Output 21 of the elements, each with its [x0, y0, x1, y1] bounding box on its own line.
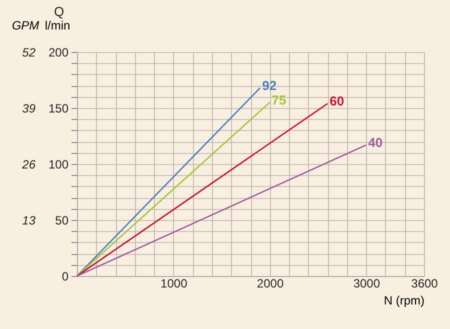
y2-tick-label: 39 [22, 102, 36, 116]
series-label: 40 [368, 134, 383, 150]
y2-tick-label: 26 [21, 158, 36, 172]
series-label: 75 [272, 92, 286, 108]
series-label: 60 [330, 94, 344, 109]
y-tick-label: 100 [48, 158, 69, 172]
y-tick-label: 200 [48, 46, 69, 60]
x-tick-label: 3600 [411, 276, 438, 290]
x-tick-label: 1000 [160, 276, 188, 290]
series-label: 92 [262, 78, 277, 93]
y-tick-label: 0 [62, 270, 69, 284]
x-tick-label: 2000 [256, 276, 284, 290]
text: Q [54, 4, 64, 19]
y2-tick-label: 13 [22, 214, 36, 228]
y-tick-label: 50 [55, 214, 69, 228]
x-axis-title: N (rpm) [384, 294, 424, 308]
y-tick-label: 150 [48, 102, 69, 116]
y-axis-title: l/min [44, 18, 70, 32]
y2-axis-title: GPM [12, 18, 40, 32]
x-tick-label: 3000 [353, 276, 380, 290]
y2-tick-label: 52 [22, 46, 36, 60]
